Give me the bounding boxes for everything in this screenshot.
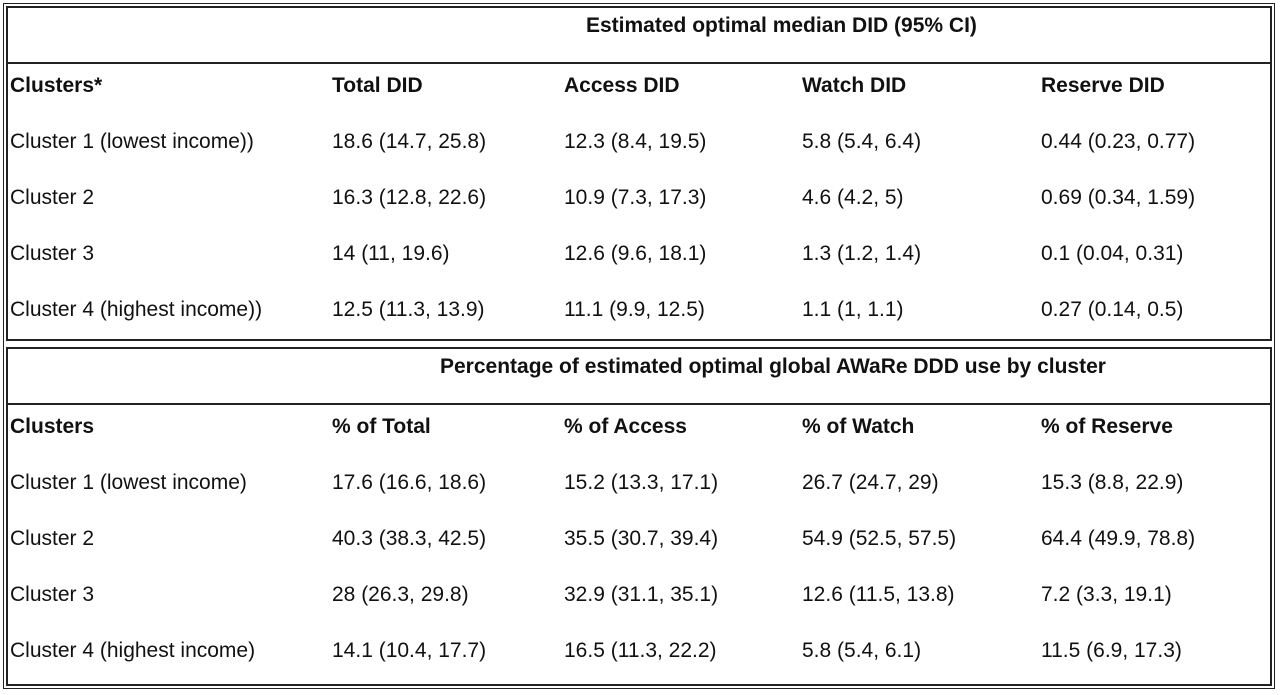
table-cell: 4.6 (4.2, 5) xyxy=(802,186,904,209)
table-cell: 5.8 (5.4, 6.4) xyxy=(802,130,922,153)
table-cell: Cluster 1 (lowest income) xyxy=(10,471,247,494)
table-cell: Cluster 3 xyxy=(10,583,95,606)
table-cell: 11.1 (9.9, 12.5) xyxy=(564,298,705,321)
table-cell: 5.8 (5.4, 6.1) xyxy=(802,639,922,662)
column-header: Clusters* xyxy=(10,74,103,97)
table-cell: 11.5 (6.9, 17.3) xyxy=(1041,639,1182,662)
median-did-table: Estimated optimal median DID (95% CI) Cl… xyxy=(6,6,1272,341)
table-cell: 35.5 (30.7, 39.4) xyxy=(564,527,719,550)
table-cell: 7.2 (3.3, 19.1) xyxy=(1041,583,1172,606)
table-row: Cluster 2 16.3 (12.8, 22.6) 10.9 (7.3, 1… xyxy=(8,178,1270,218)
column-header: Clusters xyxy=(10,415,95,438)
table-cell: 12.5 (11.3, 13.9) xyxy=(332,298,485,321)
column-header: Total DID xyxy=(332,74,423,97)
table-cell: 64.4 (49.9, 78.8) xyxy=(1041,527,1196,550)
column-header: % of Reserve xyxy=(1041,415,1173,438)
table-cell: 16.5 (11.3, 22.2) xyxy=(564,639,717,662)
table-row: Cluster 1 (lowest income)) 18.6 (14.7, 2… xyxy=(8,122,1270,162)
header-row: Clusters % of Total % of Access % of Wat… xyxy=(8,407,1270,447)
table-row: Cluster 3 28 (26.3, 29.8) 32.9 (31.1, 35… xyxy=(8,575,1270,615)
table-cell: 15.2 (13.3, 17.1) xyxy=(564,471,719,494)
table-cell: Cluster 2 xyxy=(10,527,95,550)
table-cell: 12.6 (11.5, 13.8) xyxy=(802,583,955,606)
table-cell: 0.44 (0.23, 0.77) xyxy=(1041,130,1196,153)
table-cell: 12.3 (8.4, 19.5) xyxy=(564,130,707,153)
column-header: % of Total xyxy=(332,415,431,438)
table-cell: 16.3 (12.8, 22.6) xyxy=(332,186,487,209)
table-cell: 17.6 (16.6, 18.6) xyxy=(332,471,487,494)
column-header: Reserve DID xyxy=(1041,74,1165,97)
table-cell: 28 (26.3, 29.8) xyxy=(332,583,469,606)
table-cell: Cluster 2 xyxy=(10,186,95,209)
table-cell: 1.1 (1, 1.1) xyxy=(802,298,904,321)
table-cell: Cluster 4 (highest income)) xyxy=(10,298,263,321)
title-divider xyxy=(8,62,1270,64)
table-title: Percentage of estimated optimal global A… xyxy=(440,355,1106,378)
table-cell: 54.9 (52.5, 57.5) xyxy=(802,527,957,550)
table-cell: 32.9 (31.1, 35.1) xyxy=(564,583,719,606)
table-cell: 14 (11, 19.6) xyxy=(332,242,450,265)
table-row: Cluster 4 (highest income) 14.1 (10.4, 1… xyxy=(8,631,1270,671)
table-cell: 18.6 (14.7, 25.8) xyxy=(332,130,487,153)
table-row: Cluster 4 (highest income)) 12.5 (11.3, … xyxy=(8,290,1270,330)
table-frame xyxy=(3,3,1275,689)
table-cell: Cluster 1 (lowest income)) xyxy=(10,130,254,153)
column-header: % of Watch xyxy=(802,415,915,438)
table-cell: 10.9 (7.3, 17.3) xyxy=(564,186,707,209)
table-row: Cluster 2 40.3 (38.3, 42.5) 35.5 (30.7, … xyxy=(8,519,1270,559)
table-cell: 15.3 (8.8, 22.9) xyxy=(1041,471,1184,494)
aware-ddd-percentage-table: Percentage of estimated optimal global A… xyxy=(6,347,1272,686)
table-cell: 0.27 (0.14, 0.5) xyxy=(1041,298,1184,321)
table-cell: 12.6 (9.6, 18.1) xyxy=(564,242,707,265)
table-cell: Cluster 3 xyxy=(10,242,95,265)
table-cell: 0.69 (0.34, 1.59) xyxy=(1041,186,1196,209)
table-cell: 40.3 (38.3, 42.5) xyxy=(332,527,487,550)
table-cell: 26.7 (24.7, 29) xyxy=(802,471,939,494)
header-row: Clusters* Total DID Access DID Watch DID… xyxy=(8,66,1270,106)
table-cell: 0.1 (0.04, 0.31) xyxy=(1041,242,1184,265)
table-row: Cluster 3 14 (11, 19.6) 12.6 (9.6, 18.1)… xyxy=(8,234,1270,274)
column-header: Access DID xyxy=(564,74,680,97)
column-header: % of Access xyxy=(564,415,687,438)
table-row: Cluster 1 (lowest income) 17.6 (16.6, 18… xyxy=(8,463,1270,503)
table-cell: 14.1 (10.4, 17.7) xyxy=(332,639,487,662)
table-title: Estimated optimal median DID (95% CI) xyxy=(586,14,977,37)
table-cell: 1.3 (1.2, 1.4) xyxy=(802,242,922,265)
title-divider xyxy=(8,403,1270,405)
table-cell: Cluster 4 (highest income) xyxy=(10,639,256,662)
column-header: Watch DID xyxy=(802,74,907,97)
